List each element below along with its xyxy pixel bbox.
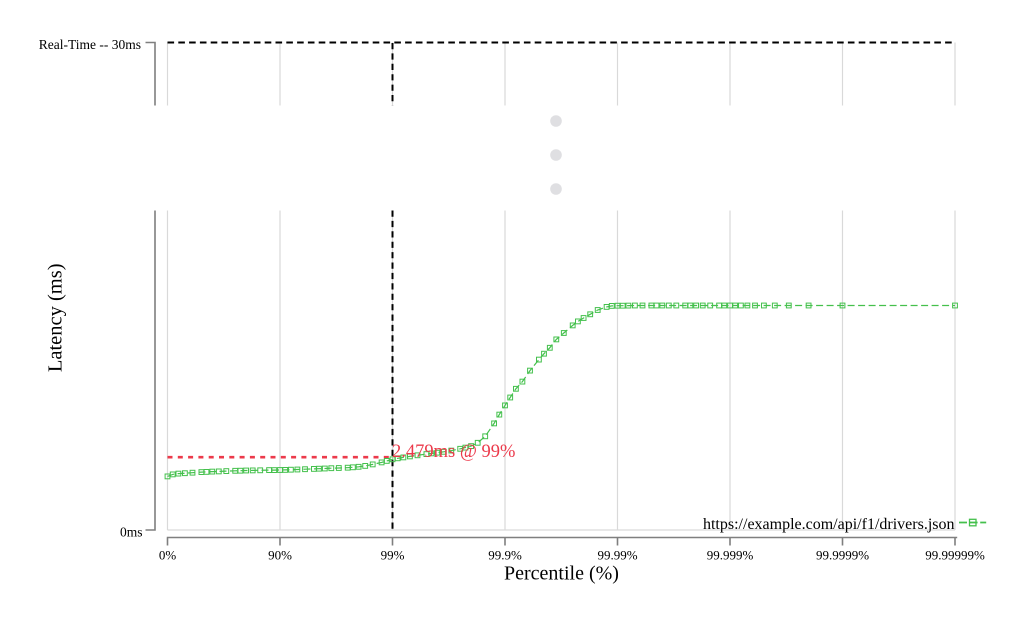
svg-text:99.999%: 99.999% [707, 548, 754, 563]
svg-text:https://example.com/api/f1/dri: https://example.com/api/f1/drivers.json [703, 516, 955, 533]
svg-text:2.479ms @ 99%: 2.479ms @ 99% [392, 442, 515, 462]
svg-text:99%: 99% [381, 548, 405, 563]
svg-text:Latency (ms): Latency (ms) [45, 263, 67, 372]
svg-text:Real-Time -- 30ms: Real-Time -- 30ms [39, 37, 141, 52]
svg-text:99.99999%: 99.99999% [925, 548, 985, 563]
svg-text:0ms: 0ms [120, 525, 143, 540]
svg-text:90%: 90% [268, 548, 292, 563]
svg-text:99.99%: 99.99% [597, 548, 637, 563]
svg-text:0%: 0% [159, 548, 177, 563]
svg-text:99.9%: 99.9% [488, 548, 522, 563]
svg-text:99.9999%: 99.9999% [816, 548, 869, 563]
svg-text:Percentile (%): Percentile (%) [504, 563, 619, 585]
